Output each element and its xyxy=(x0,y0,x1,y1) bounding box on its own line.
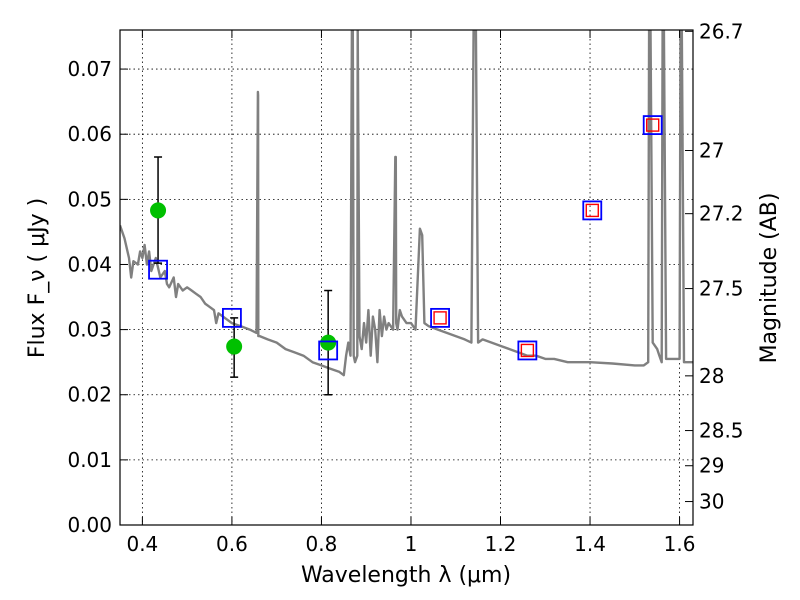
x-axis-label: Wavelength λ (μm) xyxy=(301,563,511,588)
y-tick-label: 0.06 xyxy=(67,122,112,146)
model-point-red xyxy=(433,311,447,325)
x-tick-label: 0.4 xyxy=(126,532,158,556)
spectrum-line xyxy=(120,30,693,377)
y-axis-right-label: Magnitude (AB) xyxy=(757,193,782,364)
y-right-tick-label: 26.7 xyxy=(699,19,744,43)
grid xyxy=(120,30,693,526)
y-tick-label: 0.07 xyxy=(67,57,112,81)
model-point-blue xyxy=(318,340,339,361)
y-right-tick-label: 27.5 xyxy=(699,277,744,301)
y-right-tick-label: 28.5 xyxy=(699,419,744,443)
x-tick-label: 1 xyxy=(405,532,418,556)
points-layer xyxy=(148,115,663,396)
x-tick-label: 1.4 xyxy=(574,532,606,556)
y-right-tick-label: 27.2 xyxy=(699,202,744,226)
y-right-tick-label: 27 xyxy=(699,138,724,162)
y-tick-label: 0.03 xyxy=(67,318,112,342)
y-tick-label: 0.04 xyxy=(67,252,112,276)
model-point-red xyxy=(585,203,599,218)
model-point-blue xyxy=(582,200,603,221)
x-tick-label: 0.8 xyxy=(306,532,338,556)
model-point-red xyxy=(520,343,535,358)
model-point-blue xyxy=(148,259,168,280)
model-point-blue xyxy=(642,115,663,135)
y-tick-label: 0.01 xyxy=(67,448,112,472)
plot-frame xyxy=(119,29,694,526)
model-point-red xyxy=(646,118,660,132)
x-tick-label: 1.6 xyxy=(664,532,696,556)
x-tick-label: 0.6 xyxy=(216,532,248,556)
model-point-blue xyxy=(430,307,450,328)
observed-point xyxy=(226,338,243,355)
x-tick-label: 1.2 xyxy=(485,532,517,556)
spectrum-layer xyxy=(120,30,693,377)
observed-point xyxy=(320,334,337,351)
model-point-blue xyxy=(517,340,538,361)
y-axis-label: Flux F_ν ( μJy ) xyxy=(25,198,50,358)
y-right-tick-label: 30 xyxy=(699,490,724,514)
ticks-layer: 0.4 0.6 0.8 1 1.2 1.4 1.6 0.00 0.01 0.02 0.03 0.04 0… xyxy=(67,19,743,556)
model-point-blue xyxy=(222,307,242,328)
y-right-tick-label: 29 xyxy=(699,454,724,478)
observed-point xyxy=(150,202,167,219)
y-right-tick-label: 28 xyxy=(699,364,724,388)
y-tick-label: 0.02 xyxy=(67,383,112,407)
y-tick-label: 0.00 xyxy=(67,513,112,537)
y-tick-label: 0.05 xyxy=(67,187,112,211)
